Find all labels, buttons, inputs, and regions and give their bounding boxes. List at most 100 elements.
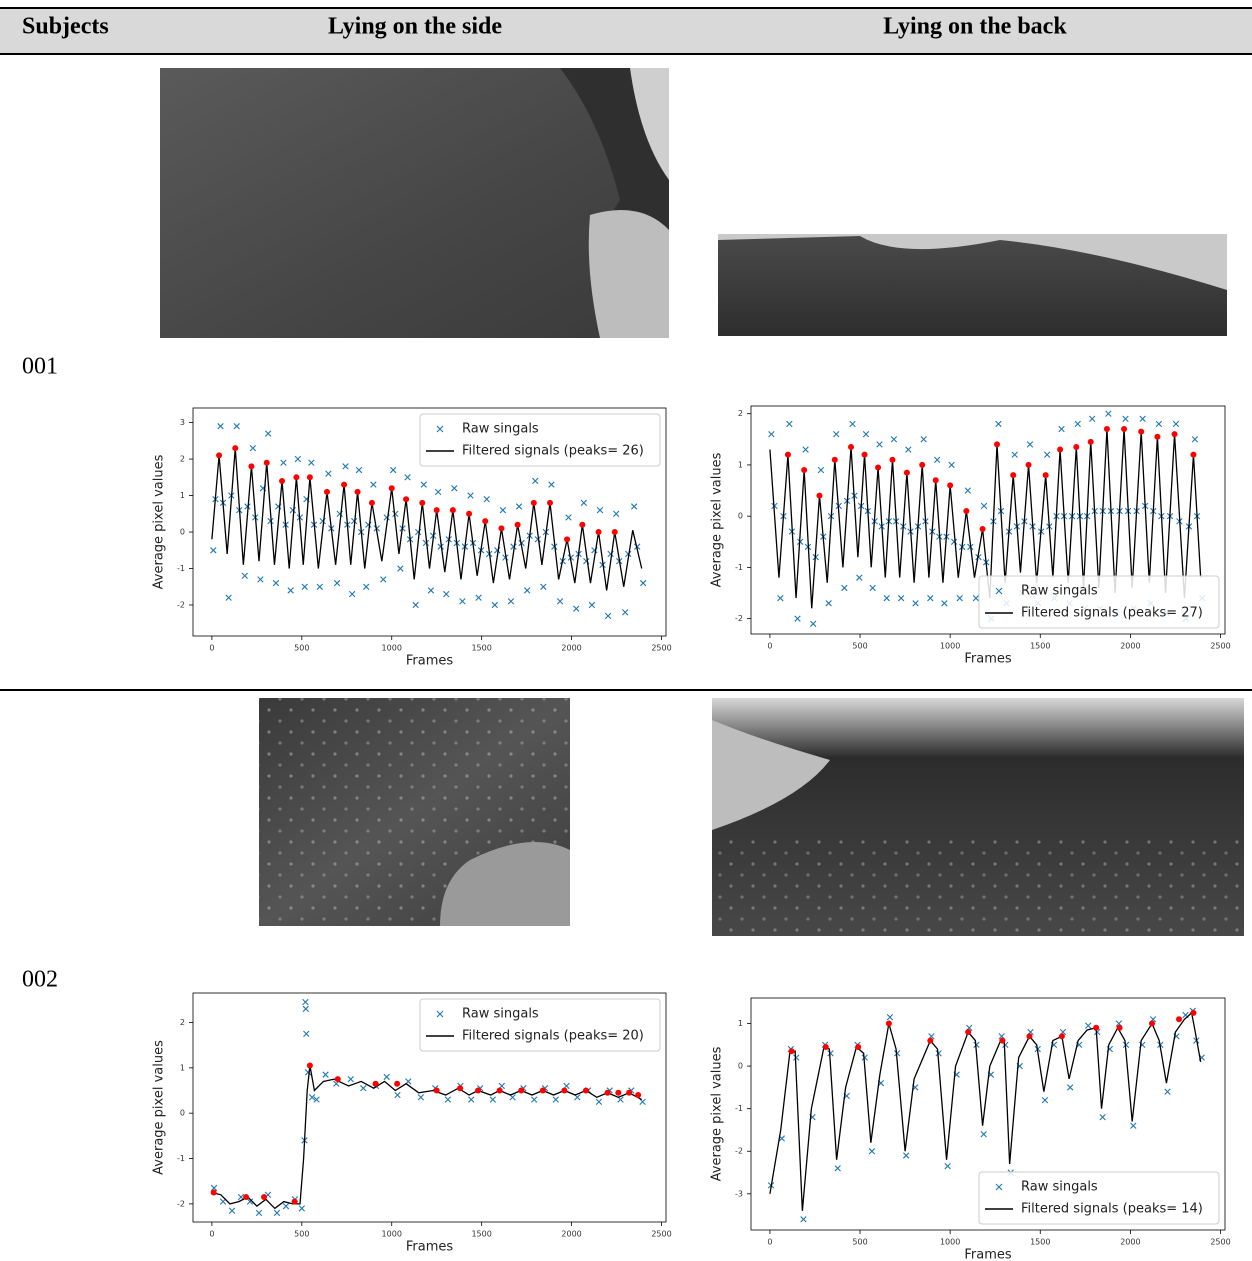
raw-point [1011, 451, 1018, 458]
raw-point [316, 583, 323, 590]
raw-point [302, 1005, 309, 1013]
peak-point [293, 474, 300, 481]
raw-point [427, 587, 435, 594]
x-tick-label: 1500 [1030, 642, 1050, 651]
raw-point [893, 1050, 901, 1057]
raw-point [273, 1209, 281, 1217]
peak-point [999, 1037, 1006, 1044]
raw-point [552, 1096, 559, 1103]
legend-label: Raw singals [1021, 1180, 1098, 1195]
chart: 0 500 1000 1500 2000 2500 -2 -1 0 1 2 Frames Average… [710, 405, 1231, 667]
raw-point [933, 456, 941, 463]
x-tick-label: 500 [852, 1238, 867, 1247]
x-tick-label: 500 [294, 1230, 309, 1239]
peak-point [466, 510, 473, 517]
chart: 0 500 1000 1500 2000 2500 -3 -2 -1 0 1 Frames Averag… [710, 997, 1231, 1261]
raw-point [437, 543, 444, 550]
peak-point [626, 1089, 633, 1096]
raw-point [588, 601, 596, 609]
x-tick-label: 0 [209, 644, 214, 653]
raw-point [467, 492, 474, 499]
peak-point [1138, 428, 1145, 435]
raw-point [1172, 420, 1180, 428]
raw-point [532, 477, 539, 485]
peak-point [903, 469, 910, 476]
raw-point [556, 598, 564, 605]
y-tick-label: 2 [738, 409, 743, 418]
y-tick-label: 1 [738, 1019, 743, 1028]
raw-point [412, 601, 419, 609]
peak-point [932, 477, 939, 484]
raw-point [980, 502, 988, 510]
peak-point [388, 485, 395, 492]
peak-point [530, 499, 537, 506]
raw-point [972, 594, 980, 602]
raw-point [827, 1050, 834, 1057]
raw-point [630, 503, 638, 510]
peak-point [394, 1080, 401, 1087]
raw-point [282, 1202, 290, 1210]
peak-point [1190, 1009, 1197, 1016]
raw-point [510, 543, 517, 550]
raw-point [1085, 1022, 1092, 1029]
raw-point [489, 1096, 496, 1103]
peak-point [368, 499, 375, 506]
raw-point [948, 461, 955, 469]
peak-point [291, 1198, 298, 1205]
peak-point [498, 525, 505, 532]
raw-point [392, 510, 399, 517]
subject-id: 001 [22, 354, 58, 380]
raw-point [841, 584, 848, 592]
raw-point [1043, 451, 1051, 458]
raw-point [294, 455, 302, 463]
raw-point [849, 420, 856, 428]
y-tick-label: 0 [180, 1109, 185, 1118]
raw-point [249, 444, 257, 452]
raw-point [573, 605, 580, 612]
raw-point [451, 485, 458, 492]
raw-point [257, 576, 264, 583]
raw-point [833, 430, 840, 438]
raw-point [995, 420, 1002, 428]
raw-point [868, 1148, 876, 1155]
raw-point [289, 506, 297, 514]
legend: Raw singals Filtered signals (peaks= 27) [978, 575, 1220, 629]
peak-point [449, 507, 456, 514]
peak-point [482, 518, 489, 525]
legend: Raw singals Filtered signals (peaks= 26) [419, 413, 661, 467]
column-header: Subjects [22, 14, 109, 40]
peak-point [1176, 1016, 1183, 1023]
raw-point [862, 430, 870, 438]
y-tick-label: -2 [177, 1199, 185, 1208]
raw-point [912, 600, 919, 607]
peak-point [248, 463, 255, 470]
y-tick-label: -1 [735, 563, 743, 572]
legend-label: Filtered signals (peaks= 26) [462, 444, 644, 459]
x-tick-label: 500 [294, 644, 309, 653]
raw-point [869, 584, 876, 592]
peak-point [611, 529, 618, 536]
peak-point [875, 464, 882, 471]
peak-point [518, 1087, 525, 1094]
raw-point [363, 583, 370, 590]
raw-point [210, 547, 217, 554]
peak-point [354, 488, 361, 495]
x-axis-label: Frames [964, 652, 1012, 667]
peak-point [801, 467, 808, 474]
raw-point [802, 446, 809, 453]
raw-point [287, 587, 294, 594]
peak-point [1026, 1033, 1033, 1040]
x-axis-label: Frames [406, 654, 454, 669]
raw-point [768, 430, 775, 438]
legend-marker [995, 587, 1003, 595]
raw-point [459, 598, 466, 605]
peak-point [927, 1037, 934, 1044]
raw-point [483, 496, 490, 503]
y-tick-label: -1 [735, 1104, 743, 1113]
peak-point [595, 529, 602, 536]
y-tick-label: 1 [738, 460, 743, 469]
peak-point [947, 482, 954, 489]
raw-point [210, 1184, 218, 1192]
raw-point [404, 474, 411, 481]
raw-point [443, 590, 450, 598]
